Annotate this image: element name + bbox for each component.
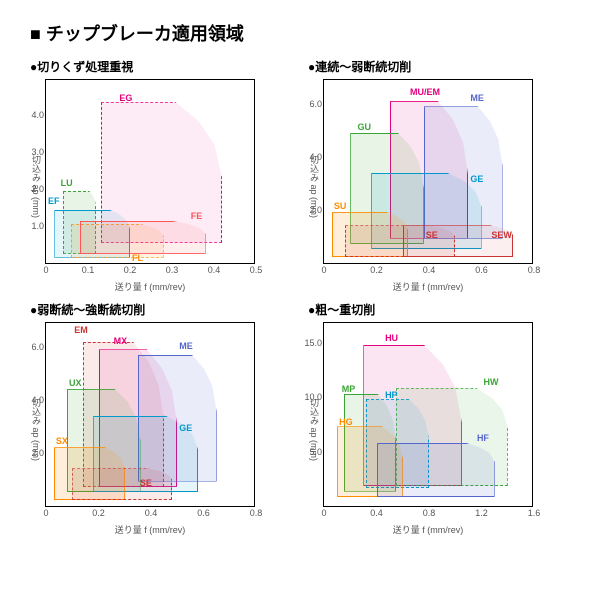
x-tick: 0.4 <box>370 508 383 518</box>
panel-title: ●弱断続～強断続切削 <box>30 301 292 318</box>
y-tick: 10.0 <box>304 392 322 402</box>
x-tick: 0.6 <box>475 265 488 275</box>
x-tick: 0 <box>43 508 48 518</box>
y-tick: 6.0 <box>31 342 44 352</box>
region-tag: HP <box>383 390 400 400</box>
y-tick: 4.0 <box>309 152 322 162</box>
y-tick: 3.0 <box>31 147 44 157</box>
region-tag: MU/EM <box>408 87 442 97</box>
region-tag: HF <box>475 433 491 443</box>
panel-title: ●粗～重切削 <box>308 301 570 318</box>
x-tick: 0.8 <box>250 508 263 518</box>
region-tag: EG <box>117 93 134 103</box>
x-tick: 0 <box>321 265 326 275</box>
x-tick: 0.5 <box>250 265 263 275</box>
y-tick: 5.0 <box>309 447 322 457</box>
x-axis-label: 送り量 f (mm/rev) <box>45 523 255 536</box>
region <box>80 221 206 254</box>
region-tag: HU <box>383 333 400 343</box>
chart-panel: ●粗～重切削切込み ap (mm)5.010.015.000.40.81.21.… <box>308 301 570 536</box>
x-tick: 0.3 <box>166 265 179 275</box>
x-axis-label: 送り量 f (mm/rev) <box>323 523 533 536</box>
region-tag: SE <box>138 478 154 488</box>
y-tick: 4.0 <box>31 395 44 405</box>
panel-title: ●切りくず処理重視 <box>30 58 292 75</box>
page-title: ■ チップブレーカ適用領域 <box>30 20 570 46</box>
x-tick: 0 <box>321 508 326 518</box>
region-tag: SEW <box>489 230 514 240</box>
region-tag: SX <box>54 436 70 446</box>
x-tick: 0.2 <box>370 265 383 275</box>
y-tick: 4.0 <box>31 110 44 120</box>
region-tag: UX <box>67 378 84 388</box>
region-tag: GU <box>356 122 374 132</box>
x-axis-label: 送り量 f (mm/rev) <box>45 280 255 293</box>
chart-panel: ●切りくず処理重視切込み ap (mm)1.02.03.04.000.10.20… <box>30 58 292 293</box>
chart-area: 2.04.06.000.20.40.60.8EMMXMEUXGESXSE <box>45 322 255 507</box>
y-tick: 1.0 <box>31 221 44 231</box>
region-tag: MP <box>340 384 358 394</box>
x-tick: 0.2 <box>124 265 137 275</box>
x-tick: 0.1 <box>82 265 95 275</box>
chart-area: 2.04.06.000.20.40.60.8MU/EMMEGUGESUSESEW <box>323 79 533 264</box>
region <box>377 443 495 497</box>
region-tag: GE <box>468 174 485 184</box>
chart-grid: ●切りくず処理重視切込み ap (mm)1.02.03.04.000.10.20… <box>30 58 570 536</box>
y-tick: 15.0 <box>304 338 322 348</box>
chart-panel: ●弱断続～強断続切削切込み ap (mm)2.04.06.000.20.40.6… <box>30 301 292 536</box>
chart-area: 1.02.03.04.000.10.20.30.40.5EGLUEFFLFE <box>45 79 255 264</box>
x-tick: 0.2 <box>92 508 105 518</box>
region-tag: LU <box>59 178 75 188</box>
x-tick: 0.6 <box>197 508 210 518</box>
region-tag: MX <box>112 336 130 346</box>
region-tag: EF <box>46 196 62 206</box>
region-tag: HG <box>337 417 355 427</box>
x-tick: 0 <box>43 265 48 275</box>
region-tag: EM <box>72 325 90 335</box>
region-tag: ME <box>177 341 195 351</box>
x-tick: 0.4 <box>145 508 158 518</box>
x-tick: 0.4 <box>208 265 221 275</box>
chart-area: 5.010.015.000.40.81.21.6HUHWMPHPHGHF <box>323 322 533 507</box>
region-tag: ME <box>468 93 486 103</box>
region-tag: FL <box>130 253 145 263</box>
panel-title: ●連続～弱断続切削 <box>308 58 570 75</box>
region-tag: HW <box>482 377 501 387</box>
x-tick: 0.4 <box>423 265 436 275</box>
chart-panel: ●連続～弱断続切削切込み ap (mm)2.04.06.000.20.40.60… <box>308 58 570 293</box>
region-tag: SU <box>332 201 349 211</box>
y-tick: 6.0 <box>309 99 322 109</box>
region-tag: FE <box>189 211 205 221</box>
x-tick: 0.8 <box>423 508 436 518</box>
y-tick: 2.0 <box>31 448 44 458</box>
region <box>72 468 172 500</box>
x-tick: 1.6 <box>528 508 541 518</box>
x-tick: 1.2 <box>475 508 488 518</box>
x-axis-label: 送り量 f (mm/rev) <box>323 280 533 293</box>
y-tick: 2.0 <box>31 184 44 194</box>
x-tick: 0.8 <box>528 265 541 275</box>
region-tag: GE <box>177 423 194 433</box>
y-tick: 2.0 <box>309 205 322 215</box>
